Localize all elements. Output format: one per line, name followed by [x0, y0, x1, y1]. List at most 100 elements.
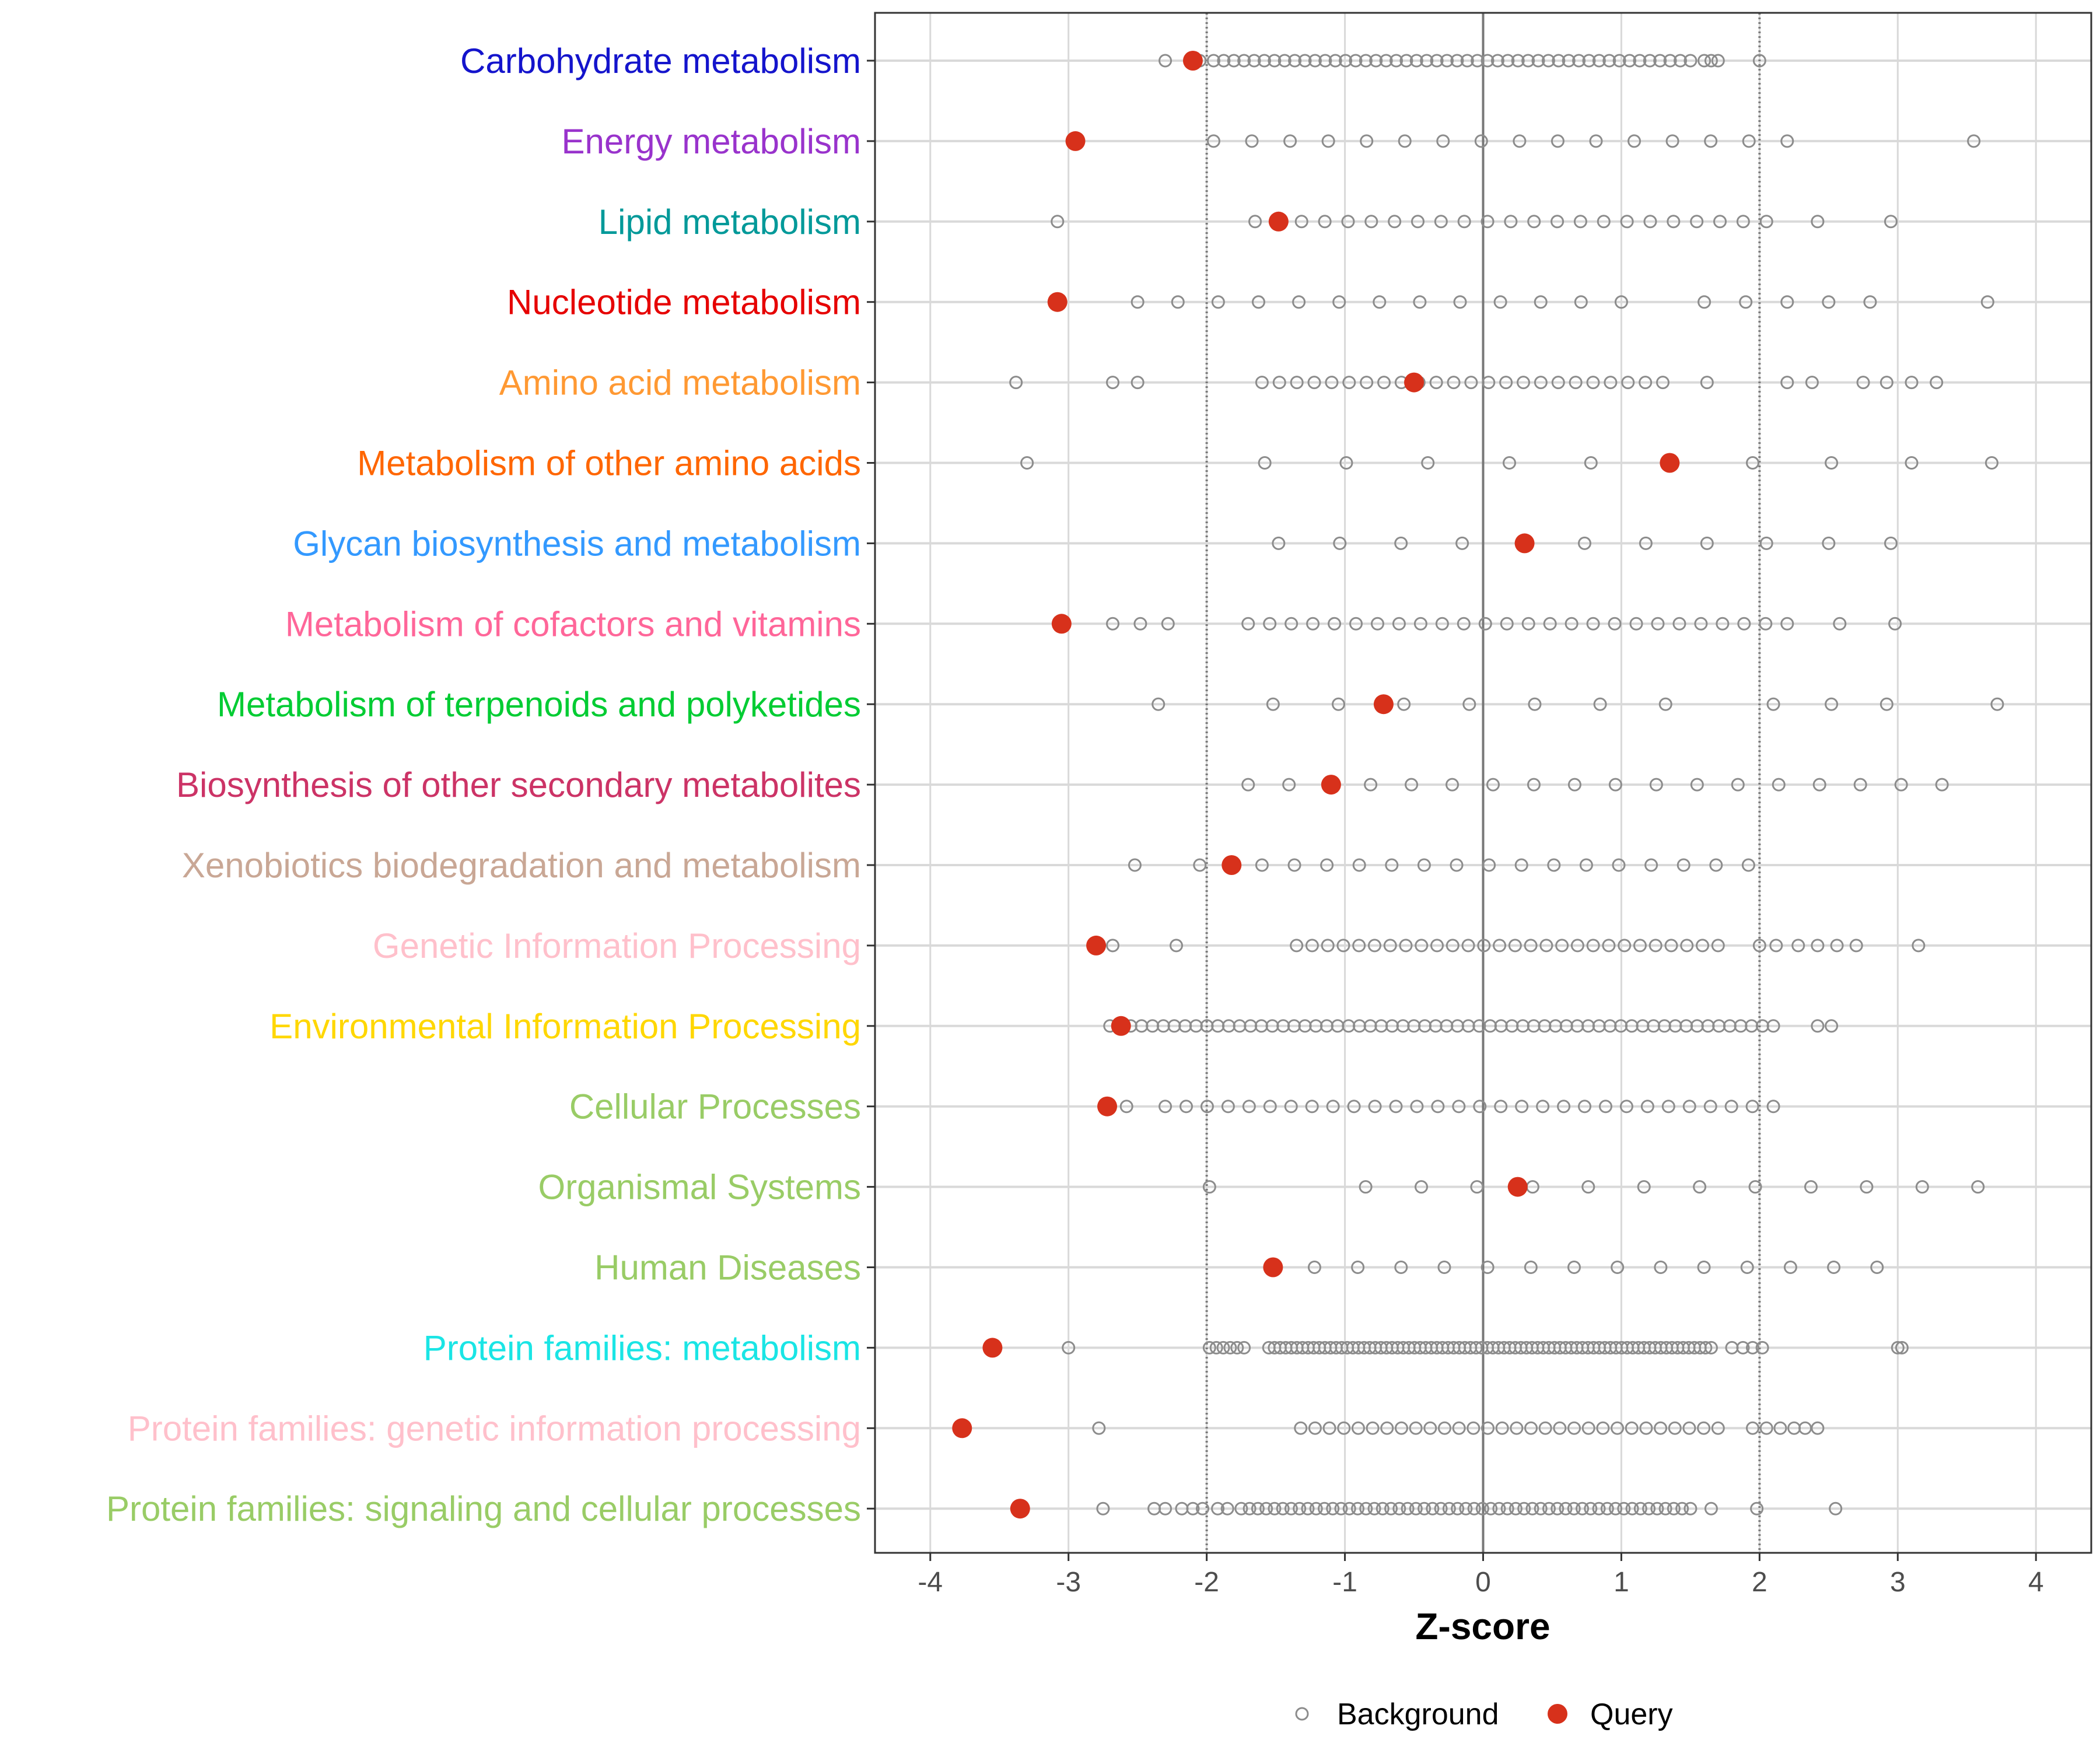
background-point — [1536, 1100, 1550, 1114]
background-point — [1259, 1502, 1273, 1516]
background-point — [1570, 939, 1584, 953]
background-point — [1351, 1502, 1365, 1516]
background-point — [1009, 376, 1023, 390]
background-point — [1504, 215, 1518, 229]
background-point — [1202, 1180, 1216, 1194]
background-point — [1586, 376, 1600, 390]
background-point — [1609, 1502, 1623, 1516]
background-point — [1736, 1340, 1750, 1354]
background-point — [1574, 295, 1588, 309]
background-point — [1500, 1502, 1514, 1516]
background-point — [1367, 939, 1381, 953]
background-point — [1672, 617, 1686, 631]
background-point — [1278, 54, 1292, 68]
background-point — [1668, 1421, 1682, 1435]
background-point — [1550, 134, 1564, 148]
background-point — [1628, 134, 1642, 148]
background-point — [1617, 1502, 1631, 1516]
query-point — [1263, 1257, 1283, 1278]
background-point — [1106, 617, 1120, 631]
background-point — [1863, 295, 1877, 309]
reference-lines — [1205, 13, 1761, 1553]
background-point — [1377, 376, 1391, 390]
background-point — [1703, 1100, 1717, 1114]
background-point — [1186, 1502, 1200, 1516]
background-point — [1409, 1502, 1423, 1516]
background-point — [1731, 778, 1745, 792]
background-point — [1309, 1502, 1323, 1516]
background-point — [1759, 617, 1773, 631]
background-point — [1128, 858, 1142, 872]
background-point — [1643, 54, 1657, 68]
category-label: Protein families: metabolism — [424, 1328, 861, 1367]
background-point — [1307, 376, 1321, 390]
query-point — [1514, 533, 1535, 554]
background-point — [1524, 939, 1538, 953]
background-point — [1318, 54, 1332, 68]
legend: Background Query — [1295, 1698, 1673, 1731]
background-point — [1704, 1502, 1718, 1516]
background-point — [1216, 1340, 1230, 1354]
query-point — [1065, 131, 1086, 151]
background-point — [1437, 1421, 1451, 1435]
background-point — [1511, 54, 1525, 68]
background-point — [1460, 54, 1474, 68]
background-point — [1534, 1502, 1548, 1516]
background-point — [1490, 54, 1504, 68]
background-point — [1301, 1502, 1315, 1516]
background-point — [1333, 536, 1347, 550]
background-point — [1196, 1502, 1210, 1516]
background-point — [1675, 1502, 1689, 1516]
legend-query-label: Query — [1590, 1698, 1673, 1731]
background-point — [1392, 1502, 1406, 1516]
background-point — [1473, 1100, 1487, 1114]
data-points — [952, 51, 2004, 1519]
background-point — [1459, 1502, 1473, 1516]
background-point — [1783, 1261, 1797, 1274]
background-point — [1611, 1421, 1625, 1435]
background-point — [1742, 134, 1756, 148]
background-point — [1576, 1502, 1590, 1516]
background-point — [1170, 939, 1184, 953]
background-point — [1369, 54, 1383, 68]
background-point — [1740, 1261, 1754, 1274]
background-point — [1245, 134, 1259, 148]
background-point — [1766, 1100, 1780, 1114]
background-point — [1268, 1502, 1282, 1516]
background-point — [1306, 617, 1320, 631]
background-point — [1106, 939, 1120, 953]
background-point — [1915, 1180, 1929, 1194]
background-point — [1486, 778, 1500, 792]
background-point — [1420, 54, 1434, 68]
background-point — [1455, 536, 1469, 550]
background-point — [1578, 1100, 1592, 1114]
background-point — [1437, 1261, 1451, 1274]
background-point — [1385, 858, 1399, 872]
background-point — [1539, 939, 1553, 953]
background-point — [1612, 858, 1626, 872]
background-point — [1700, 536, 1714, 550]
background-point — [1284, 1100, 1298, 1114]
background-point — [1373, 295, 1387, 309]
category-label: Human Diseases — [594, 1248, 861, 1287]
background-point — [1364, 778, 1378, 792]
background-point — [1704, 1340, 1718, 1354]
background-point — [1325, 376, 1339, 390]
background-point — [1625, 1502, 1639, 1516]
background-point — [1888, 617, 1902, 631]
background-point — [1452, 1100, 1466, 1114]
background-point — [1130, 295, 1144, 309]
background-point — [1711, 939, 1725, 953]
background-point — [1811, 1421, 1825, 1435]
background-point — [1211, 1502, 1225, 1516]
background-point — [1288, 54, 1302, 68]
background-point — [1481, 1421, 1495, 1435]
background-point — [1704, 54, 1718, 68]
background-point — [1471, 54, 1485, 68]
background-point — [1891, 1340, 1905, 1354]
background-point — [1773, 1421, 1787, 1435]
background-point — [1452, 1421, 1466, 1435]
background-point — [1337, 1421, 1351, 1435]
background-point — [1551, 376, 1565, 390]
